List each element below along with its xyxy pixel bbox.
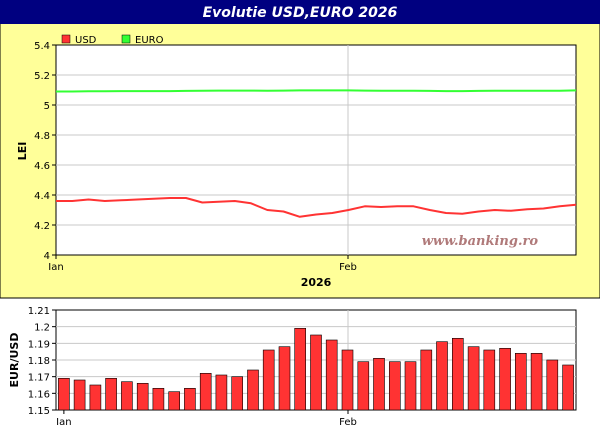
- bar: [89, 384, 102, 411]
- bar: [73, 379, 86, 411]
- bar-y-axis: 1.21 1.2 1.19 1.18 1.17 1.16 1.15: [28, 306, 56, 417]
- line-plot-area: [55, 44, 577, 256]
- legend: USD EURO: [61, 34, 164, 46]
- legend-label-usd: USD: [75, 35, 97, 46]
- bar: [121, 381, 133, 411]
- bar: [451, 337, 464, 411]
- bar: [184, 387, 196, 411]
- line-y-tick-label: 4.2: [34, 221, 50, 232]
- line-x-axis-title: 2026: [301, 276, 332, 289]
- bar: [546, 359, 559, 411]
- bar: [294, 327, 307, 411]
- series-line-euro: [56, 89, 577, 93]
- line-y-tick-label: 5.2: [34, 71, 50, 82]
- bar-y-axis-title: EUR/USD: [8, 333, 21, 388]
- bar-y-tick-label: 1.18: [28, 356, 50, 367]
- bar-series-group: [58, 327, 574, 411]
- bar: [199, 372, 212, 411]
- bar: [58, 377, 70, 411]
- chart-title: Evolutie USD,EURO 2026: [203, 5, 398, 21]
- bar: [278, 346, 291, 411]
- bar: [325, 339, 338, 411]
- bar: [436, 341, 448, 411]
- bar: [247, 369, 259, 411]
- line-x-tick-label: Feb: [339, 262, 357, 273]
- watermark: www.banking.ro: [422, 234, 539, 249]
- bar: [373, 357, 385, 411]
- line-y-axis-title: LEI: [16, 142, 29, 161]
- line-y-tick-label: 4: [44, 251, 50, 262]
- bar: [152, 387, 165, 411]
- legend-swatch-euro: [121, 34, 131, 44]
- line-x-tick-label: Ian: [48, 262, 63, 273]
- line-y-tick-label: 5.4: [34, 41, 50, 52]
- bar: [483, 349, 496, 411]
- line-y-tick-label: 4.6: [34, 161, 50, 172]
- bar: [168, 391, 180, 411]
- bar: [262, 349, 275, 411]
- bar-x-axis: Ian Feb: [56, 410, 357, 428]
- bar: [341, 349, 354, 411]
- bar: [136, 382, 149, 411]
- line-series-group: [56, 89, 577, 218]
- line-grid: [56, 45, 576, 255]
- bar: [215, 374, 228, 411]
- bar: [357, 361, 370, 411]
- line-x-axis: Ian Feb: [48, 255, 357, 273]
- legend-swatch-usd: [61, 34, 71, 44]
- bar: [562, 364, 574, 411]
- series-line-usd: [56, 197, 577, 218]
- legend-label-euro: EURO: [135, 35, 164, 46]
- bar: [420, 349, 433, 411]
- bar-y-tick-label: 1.17: [28, 373, 50, 384]
- bar: [467, 346, 480, 411]
- bar-y-tick-label: 1.2: [34, 323, 50, 334]
- bar: [105, 377, 117, 411]
- bar: [231, 376, 243, 411]
- bar: [310, 334, 322, 411]
- bar-y-tick-label: 1.21: [28, 306, 50, 317]
- line-y-axis: 5.4 5.2 5 4.8 4.6 4.4 4.2 4: [34, 41, 56, 262]
- bar: [404, 361, 417, 411]
- bar: [388, 361, 401, 411]
- line-y-tick-label: 4.8: [34, 131, 50, 142]
- line-y-tick-label: 5: [44, 101, 50, 112]
- bar: [530, 352, 543, 411]
- bar: [514, 352, 527, 411]
- bar: [499, 347, 511, 411]
- bar-x-tick-label: Ian: [56, 417, 71, 428]
- title-bar: [0, 0, 600, 24]
- line-y-tick-label: 4.4: [34, 191, 50, 202]
- bar-y-tick-label: 1.16: [28, 389, 50, 400]
- bar-y-tick-label: 1.19: [28, 339, 50, 350]
- bar-y-tick-label: 1.15: [28, 406, 50, 417]
- bar-x-tick-label: Feb: [339, 417, 357, 428]
